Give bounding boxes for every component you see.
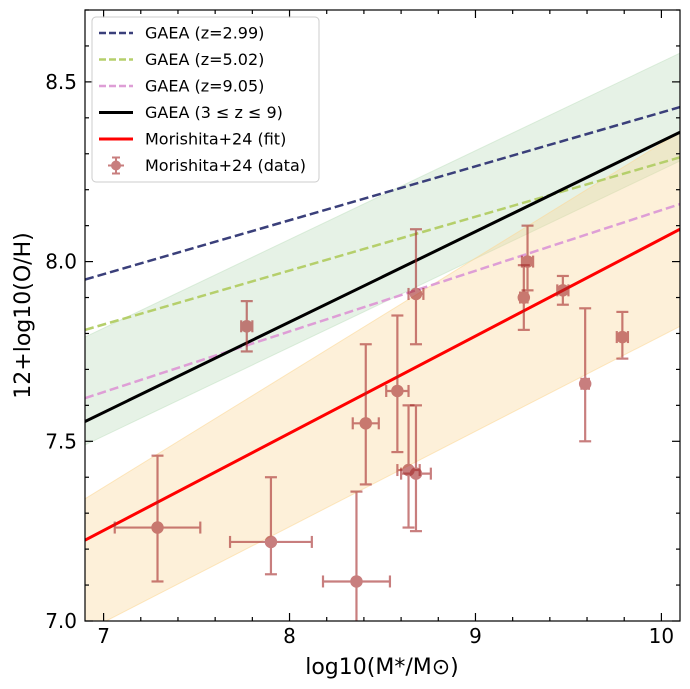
point-marker — [578, 377, 592, 391]
legend: GAEA (z=2.99) GAEA (z=5.02) GAEA (z=9.05) G… — [91, 16, 320, 183]
data-point — [578, 307, 592, 443]
data-point — [321, 490, 392, 621]
y-tick-label: 8.0 — [45, 250, 77, 274]
legend-label: GAEA (z=2.99) — [145, 24, 264, 43]
legend-item: GAEA (z=2.99) — [99, 24, 264, 43]
legend-label: GAEA (z=5.02) — [145, 50, 264, 69]
legend-label: GAEA (z=9.05) — [145, 77, 264, 96]
y-tick-label: 7.0 — [45, 609, 77, 633]
data-point — [407, 228, 425, 346]
point-marker — [556, 284, 570, 297]
legend-item: GAEA (3 ≤ z ≤ 9) — [99, 103, 283, 122]
x-tick-label: 8 — [283, 624, 296, 648]
data-point — [556, 274, 570, 306]
point-marker — [521, 255, 534, 268]
legend-item: Morishita+24 (data) — [108, 156, 306, 175]
x-tick-label: 10 — [649, 624, 674, 648]
y-tick-label: 7.5 — [45, 429, 77, 453]
point-marker — [616, 330, 629, 344]
point-marker — [264, 535, 278, 549]
legend-label: Morishita+24 (fit) — [145, 130, 286, 149]
data-point — [240, 300, 254, 353]
legend-box — [91, 16, 320, 183]
point-marker — [151, 521, 164, 534]
y-axis-label: 12+log10(O/H) — [11, 232, 36, 398]
point-marker — [409, 287, 423, 301]
data-point — [520, 224, 535, 292]
series-line-4 — [85, 130, 680, 423]
series-line-3 — [85, 202, 680, 400]
scatter-band-1 — [85, 52, 680, 446]
series-line-5 — [85, 227, 680, 542]
point-marker — [409, 467, 423, 480]
point-marker — [350, 575, 363, 588]
legend-item: GAEA (z=5.02) — [99, 50, 264, 69]
data-point — [385, 314, 410, 454]
point-marker — [391, 384, 404, 398]
data-point — [615, 310, 630, 360]
legend-errorbar-symbol — [108, 156, 124, 175]
data-point — [228, 476, 313, 576]
scatter-band-2 — [85, 131, 680, 621]
point-marker — [517, 291, 531, 304]
legend-label: GAEA (3 ≤ z ≤ 9) — [145, 103, 283, 122]
point-marker — [240, 320, 254, 333]
data-point — [113, 454, 202, 583]
x-axis-label: log10(M*/M⊙) — [305, 655, 459, 680]
point-marker — [359, 417, 373, 430]
x-tick-label: 9 — [469, 624, 482, 648]
data-point — [517, 264, 531, 331]
y-tick-label: 8.5 — [45, 70, 77, 94]
legend-item: Morishita+24 (fit) — [99, 130, 286, 149]
x-tick-label: 7 — [97, 624, 110, 648]
legend-label: Morishita+24 (data) — [145, 156, 306, 175]
legend-item: GAEA (z=9.05) — [99, 77, 264, 96]
data-point — [351, 343, 380, 486]
data-point — [399, 404, 432, 533]
plot-frame — [84, 9, 681, 622]
